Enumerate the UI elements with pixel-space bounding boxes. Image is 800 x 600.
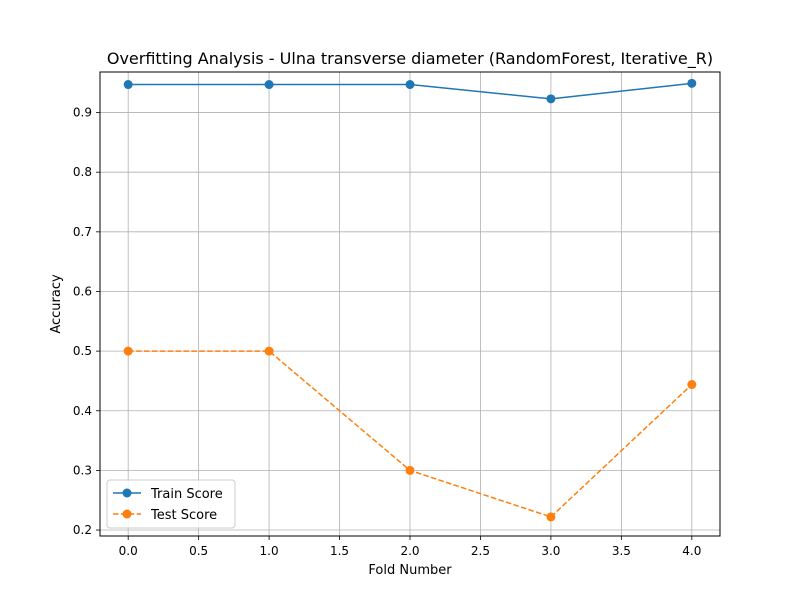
grid-lines bbox=[100, 72, 720, 536]
test-score-point bbox=[546, 512, 556, 522]
y-tick-label: 0.6 bbox=[73, 284, 92, 298]
x-tick-label: 1.0 bbox=[260, 544, 279, 558]
y-tick-label: 0.7 bbox=[73, 225, 92, 239]
train-score-point bbox=[687, 78, 697, 88]
x-tick-label: 0.0 bbox=[119, 544, 138, 558]
legend-test-label: Test Score bbox=[150, 508, 217, 523]
y-axis-ticks: 0.2 0.3 0.4 0.5 0.6 0.7 0.8 0.9 bbox=[73, 106, 100, 537]
legend-train-marker bbox=[122, 488, 132, 498]
test-score-point bbox=[123, 346, 133, 356]
y-tick-label: 0.2 bbox=[73, 523, 92, 537]
series-layer bbox=[123, 78, 697, 522]
x-axis-ticks: 0.0 0.5 1.0 1.5 2.0 2.5 3.0 3.5 4.0 bbox=[119, 536, 701, 558]
x-tick-label: 3.0 bbox=[541, 544, 560, 558]
x-tick-label: 3.5 bbox=[612, 544, 631, 558]
y-tick-label: 0.3 bbox=[73, 463, 92, 477]
train-score-point bbox=[123, 80, 133, 90]
train-score-point bbox=[264, 80, 274, 90]
x-axis-label: Fold Number bbox=[368, 563, 452, 578]
test-score-point bbox=[405, 465, 415, 475]
x-tick-label: 2.0 bbox=[400, 544, 419, 558]
y-tick-label: 0.4 bbox=[73, 404, 92, 418]
x-tick-label: 0.5 bbox=[189, 544, 208, 558]
y-tick-label: 0.9 bbox=[73, 106, 92, 120]
legend-train-label: Train Score bbox=[150, 487, 223, 502]
x-tick-label: 2.5 bbox=[471, 544, 490, 558]
y-tick-label: 0.8 bbox=[73, 165, 92, 179]
y-tick-label: 0.5 bbox=[73, 344, 92, 358]
legend-test-marker bbox=[122, 509, 132, 519]
legend: Train Score Test Score bbox=[106, 479, 236, 529]
test-score-point bbox=[264, 346, 274, 356]
train-score-point bbox=[405, 80, 415, 90]
x-tick-label: 1.5 bbox=[330, 544, 349, 558]
test-score-point bbox=[687, 380, 697, 390]
train-score-point bbox=[546, 94, 556, 104]
x-tick-label: 4.0 bbox=[682, 544, 701, 558]
y-axis-label: Accuracy bbox=[49, 274, 64, 334]
legend-box bbox=[106, 479, 236, 529]
chart-title: Overfitting Analysis - Ulna transverse d… bbox=[107, 49, 713, 69]
